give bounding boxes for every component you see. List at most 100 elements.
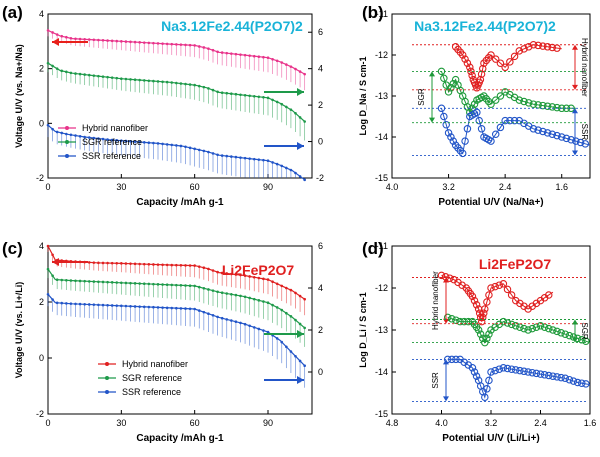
chart-title: Li2FeP2O7 xyxy=(479,256,552,272)
data-point xyxy=(548,103,557,111)
data-point xyxy=(548,130,557,139)
data-point xyxy=(487,137,495,145)
data-point xyxy=(515,96,524,104)
data-point xyxy=(510,52,519,61)
arrow-head xyxy=(52,38,59,46)
range-label: SGR xyxy=(580,322,589,340)
data-point xyxy=(516,366,524,375)
range-arrow-head xyxy=(443,318,449,324)
data-point xyxy=(478,313,487,322)
x-axis-label: Potential U/V (Li/Li+) xyxy=(442,433,540,444)
legend: Hybrid nanofiber SGR reference SSR referen… xyxy=(58,123,148,161)
data-point xyxy=(539,42,547,50)
data-point xyxy=(483,298,491,306)
y-tick-label: -14 xyxy=(375,132,388,142)
y-tick-label: 2 xyxy=(39,297,44,307)
right-y-tick-label: 6 xyxy=(318,27,323,37)
data-point xyxy=(511,366,520,374)
data-point xyxy=(576,138,585,147)
data-point xyxy=(520,367,528,376)
series-line-2 xyxy=(441,108,591,155)
y-axis-label: Voltage U/V (vs. Na+/Na) xyxy=(14,44,24,148)
y-tick-label: -11 xyxy=(376,241,388,251)
data-point xyxy=(476,330,485,338)
range-arrow-head xyxy=(429,117,435,123)
data-point xyxy=(437,271,446,280)
data-point xyxy=(573,378,582,387)
data-point xyxy=(582,380,590,388)
data-point xyxy=(487,284,495,292)
arrow-head xyxy=(297,330,304,338)
y-tick-label: 4 xyxy=(39,241,44,251)
legend-label: SSR reference xyxy=(82,151,141,161)
data-point xyxy=(524,368,532,376)
x-axis-label: Capacity /mAh g-1 xyxy=(136,197,224,208)
range-label: SGR xyxy=(417,88,426,106)
data-point xyxy=(445,274,454,282)
panel-label: (b) xyxy=(362,3,384,22)
legend-marker xyxy=(105,362,109,366)
data-point xyxy=(511,322,520,330)
data-point xyxy=(543,102,552,111)
y-tick-label: -12 xyxy=(375,50,388,60)
data-point xyxy=(478,64,487,73)
arrow-head xyxy=(297,142,304,150)
data-point xyxy=(520,97,528,106)
data-point xyxy=(506,58,514,66)
panel-b: 4.0 3.2 2.4 1.6 -15 -14 -13 -12 -11 Potential U/V… xyxy=(358,3,591,208)
x-tick-label: 1.6 xyxy=(584,418,597,428)
data-point xyxy=(581,140,590,148)
y-tick-label: -14 xyxy=(375,367,388,377)
data-point xyxy=(524,326,532,334)
data-point xyxy=(567,135,575,144)
data-point xyxy=(483,385,491,393)
right-y-tick-label: 0 xyxy=(318,367,323,377)
data-point xyxy=(470,296,479,305)
data-point xyxy=(569,377,578,385)
data-point xyxy=(534,126,542,134)
data-point xyxy=(524,99,533,107)
x-tick-label: 30 xyxy=(116,182,126,192)
data-point xyxy=(553,327,561,336)
data-point xyxy=(503,319,512,327)
series-0-relaxation xyxy=(46,29,306,91)
data-point xyxy=(444,129,453,137)
data-point xyxy=(548,43,557,52)
y-tick-label: 2 xyxy=(39,64,44,74)
right-y-tick-label: 4 xyxy=(318,64,323,74)
data-point xyxy=(478,334,487,343)
data-point xyxy=(496,123,505,132)
data-point xyxy=(534,101,542,109)
data-point xyxy=(543,129,552,137)
data-point xyxy=(449,79,458,88)
right-y-tick-label: 2 xyxy=(318,325,323,335)
data-point xyxy=(458,149,467,158)
range-arrow-head xyxy=(572,150,578,156)
range-arrow-head xyxy=(572,319,578,325)
data-point xyxy=(529,125,538,133)
range-arrow-head xyxy=(572,337,578,343)
legend-marker xyxy=(65,140,69,144)
data-point xyxy=(487,51,495,59)
chart-title: Li2FeP2O7 xyxy=(222,262,295,278)
data-point xyxy=(447,133,455,141)
range-arrow-head xyxy=(572,108,578,114)
data-point xyxy=(582,337,590,345)
data-point xyxy=(456,317,464,326)
x-tick-label: 3.2 xyxy=(485,418,498,428)
data-point xyxy=(532,369,541,378)
data-point xyxy=(485,376,493,385)
y-tick-label: -2 xyxy=(36,409,44,419)
data-point xyxy=(562,134,571,143)
arrow-head xyxy=(297,88,304,96)
data-point xyxy=(503,364,512,373)
series-2-markers xyxy=(443,355,590,401)
right-y-tick-label: 0 xyxy=(318,137,323,147)
data-point xyxy=(463,59,472,67)
range-arrow-head xyxy=(443,396,449,402)
data-point xyxy=(544,324,553,333)
data-point xyxy=(516,323,524,331)
x-tick-label: 0 xyxy=(45,418,50,428)
data-point xyxy=(491,366,499,375)
